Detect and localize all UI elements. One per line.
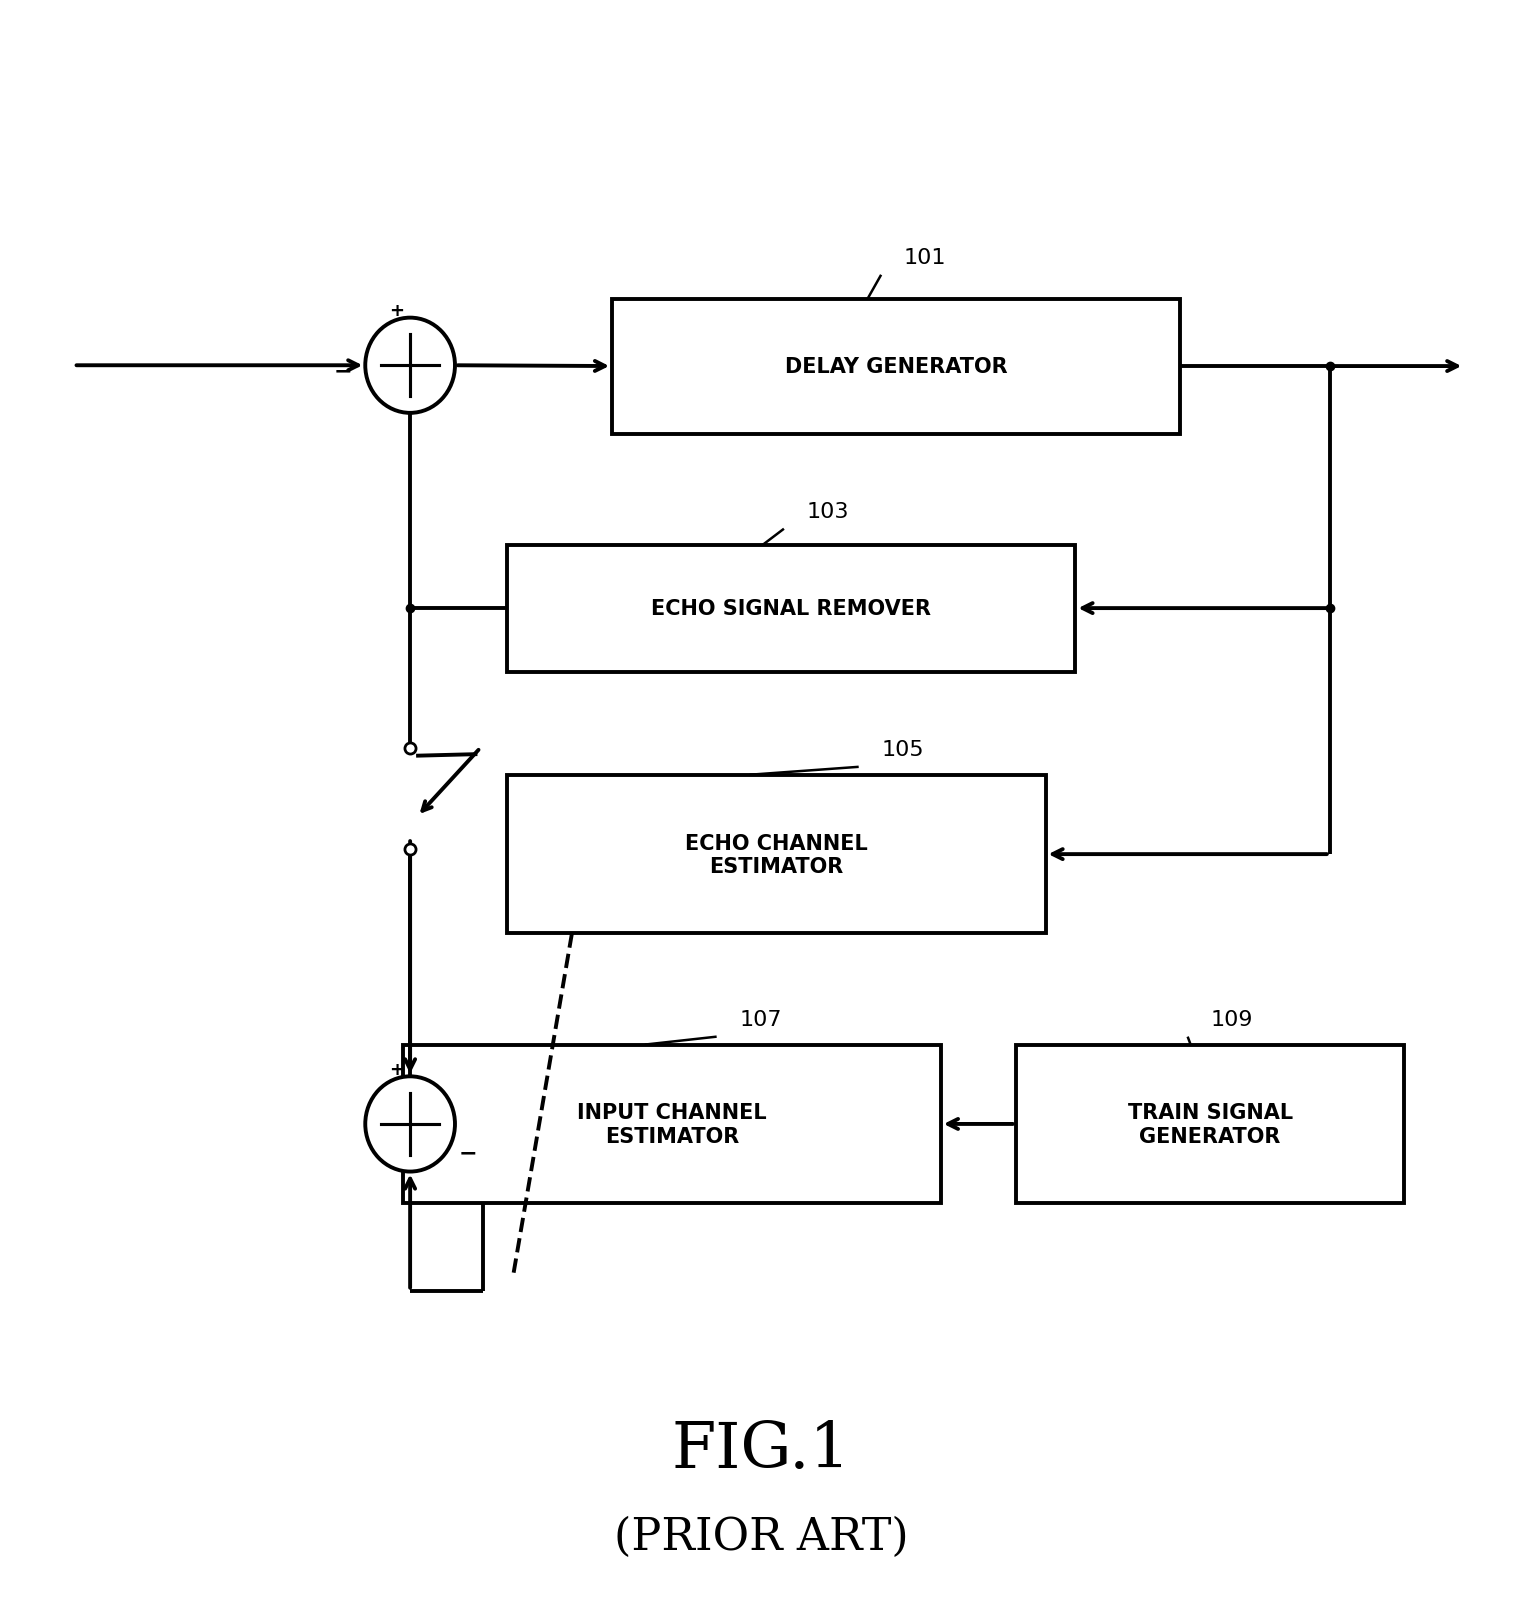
Text: DELAY GENERATOR: DELAY GENERATOR bbox=[784, 357, 1007, 376]
Text: 105: 105 bbox=[882, 739, 924, 760]
Circle shape bbox=[366, 1077, 455, 1172]
Text: (PRIOR ART): (PRIOR ART) bbox=[614, 1516, 909, 1558]
Text: TRAIN SIGNAL
GENERATOR: TRAIN SIGNAL GENERATOR bbox=[1127, 1102, 1293, 1146]
Bar bbox=[1016, 1044, 1404, 1204]
Circle shape bbox=[366, 318, 455, 413]
Text: INPUT CHANNEL
ESTIMATOR: INPUT CHANNEL ESTIMATOR bbox=[577, 1102, 766, 1146]
Text: +: + bbox=[390, 1060, 404, 1078]
Text: ECHO CHANNEL
ESTIMATOR: ECHO CHANNEL ESTIMATOR bbox=[685, 833, 868, 876]
Bar bbox=[507, 775, 1046, 935]
Text: −: − bbox=[458, 1143, 478, 1162]
Text: 107: 107 bbox=[739, 1009, 781, 1030]
Text: 109: 109 bbox=[1211, 1009, 1252, 1030]
Text: 101: 101 bbox=[903, 247, 946, 268]
Bar bbox=[612, 300, 1180, 434]
Bar bbox=[402, 1044, 941, 1204]
Text: +: + bbox=[390, 302, 404, 320]
Text: 103: 103 bbox=[806, 502, 848, 521]
Text: −: − bbox=[334, 362, 352, 381]
Text: ECHO SIGNAL REMOVER: ECHO SIGNAL REMOVER bbox=[652, 599, 932, 618]
Text: FIG.1: FIG.1 bbox=[672, 1419, 851, 1480]
Bar bbox=[507, 546, 1075, 671]
